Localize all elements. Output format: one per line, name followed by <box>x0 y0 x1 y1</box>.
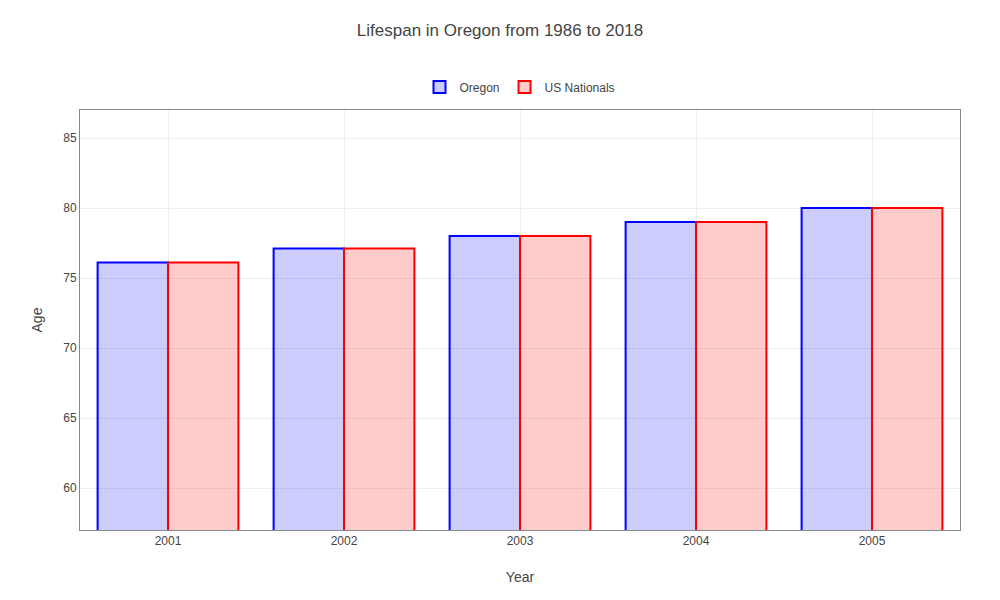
svg-text:Year: Year <box>506 569 535 585</box>
svg-text:75: 75 <box>63 271 77 285</box>
svg-text:85: 85 <box>63 131 77 145</box>
svg-text:2002: 2002 <box>331 534 358 548</box>
svg-text:Lifespan in Oregon from 1986 t: Lifespan in Oregon from 1986 to 2018 <box>357 21 643 40</box>
svg-text:2001: 2001 <box>155 534 182 548</box>
svg-text:60: 60 <box>63 481 77 495</box>
svg-text:2003: 2003 <box>507 534 534 548</box>
svg-text:80: 80 <box>63 201 77 215</box>
svg-text:US Nationals: US Nationals <box>545 81 615 95</box>
svg-text:2005: 2005 <box>859 534 886 548</box>
svg-text:65: 65 <box>63 411 77 425</box>
svg-text:2004: 2004 <box>683 534 710 548</box>
svg-text:Oregon: Oregon <box>460 81 500 95</box>
svg-text:70: 70 <box>63 341 77 355</box>
svg-text:Age: Age <box>29 307 45 332</box>
